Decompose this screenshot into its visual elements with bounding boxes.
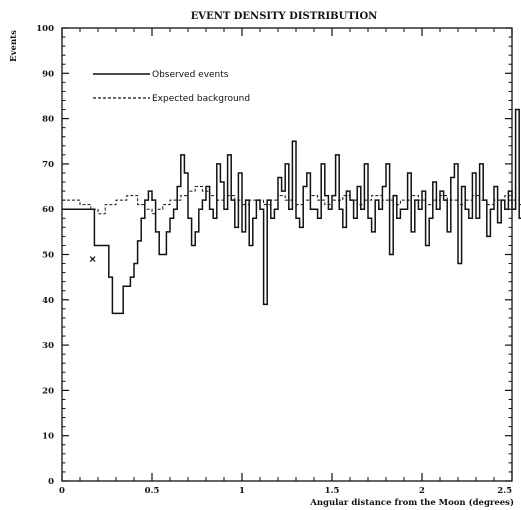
y-tick-label: 10 [42, 432, 54, 442]
y-tick-label: 80 [42, 115, 54, 125]
axis-ticks: 0 10 20 30 40 50 60 70 80 90 100 0 0.5 1 1.5 2 2.5 [36, 24, 513, 496]
y-tick-label: 70 [42, 160, 54, 170]
y-tick-label: 30 [42, 341, 54, 351]
x-axis-label: Angular distance from the Moon (degrees) [309, 497, 514, 508]
y-tick-label: 50 [42, 251, 54, 261]
x-tick-label: 2.5 [497, 486, 512, 496]
legend-label-expected: Expected background [152, 94, 250, 104]
chart-title: EVENT DENSITY DISTRIBUTION [191, 11, 378, 22]
x-tick-label: 0.5 [145, 486, 160, 496]
legend: Observed events Expected background [93, 70, 250, 104]
legend-label-observed: Observed events [152, 70, 229, 80]
x-tick-label: 2 [419, 486, 425, 496]
y-tick-label: 40 [42, 296, 54, 306]
x-tick-label: 1 [239, 486, 245, 496]
y-tick-label: 60 [42, 205, 54, 215]
x-tick-label: 0 [59, 486, 65, 496]
y-tick-label: 20 [42, 386, 54, 396]
x-tick-label: 1.5 [325, 486, 340, 496]
observed-events-line [62, 108, 521, 315]
observed-event-marker [89, 256, 96, 262]
y-tick-label: 100 [36, 24, 54, 34]
plot-frame [61, 27, 513, 482]
y-axis-label: Events [9, 30, 19, 62]
y-tick-label: 0 [48, 477, 54, 487]
y-tick-label: 90 [42, 69, 54, 79]
series-layer [62, 108, 521, 315]
